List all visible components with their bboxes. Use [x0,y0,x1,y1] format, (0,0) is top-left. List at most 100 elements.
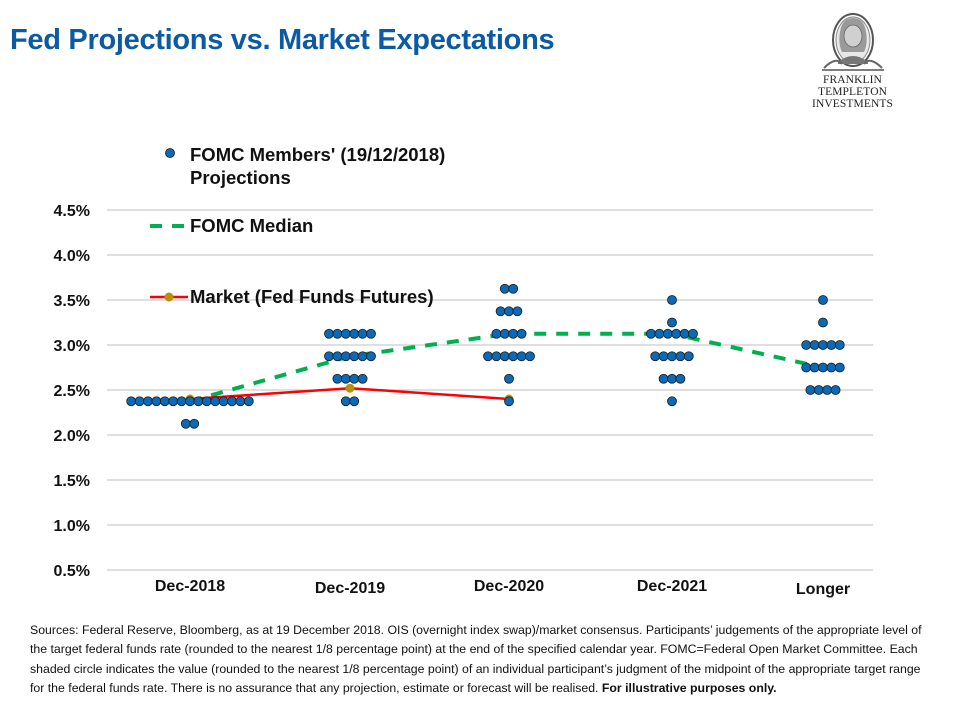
fomc-dot [193,396,204,407]
fomc-dot [809,362,820,373]
fomc-dot [688,328,698,339]
fomc-dot [818,362,828,373]
fomc-dot [143,396,153,407]
fomc-dot [662,328,673,339]
y-tick-label: 3.5% [54,293,90,310]
legend-fomc-dot-icon [165,148,175,158]
fomc-dot [658,373,669,384]
fomc-dot [650,351,661,362]
fomc-dot [491,328,502,339]
fomc-dot [499,328,510,339]
fomc-dot [499,283,510,294]
fomc-dot [176,396,187,407]
page-title: Fed Projections vs. Market Expectations [10,24,555,56]
fomc-dot [667,351,677,362]
fomc-dot [504,396,514,407]
legend-market-marker-icon [164,292,174,302]
fomc-dot [483,351,493,362]
fomc-dot [201,396,212,407]
median-series-line [189,331,824,404]
fomc-dot [349,328,360,339]
fomc-dot [499,351,510,362]
fomc-dot [504,373,514,384]
fomc-dot [801,340,812,350]
y-tick-label: 0.5% [54,563,90,580]
fomc-median-line [189,331,824,404]
fomc-dot [504,306,514,317]
logo-line-1: FRANKLIN TEMPLETON [817,74,888,98]
fomc-dot [805,385,816,395]
fomc-dot [235,396,246,407]
fomc-dot [340,373,351,384]
fomc-dot [491,351,502,362]
fomc-dot [332,373,343,384]
fomc-dot [366,351,376,362]
y-tick-label: 3.0% [54,338,90,355]
fomc-dot [818,340,828,350]
fomc-dots [126,283,845,429]
fomc-dot [332,328,343,339]
fomc-dot [508,328,519,339]
fomc-dot [357,373,368,384]
fomc-dot [349,396,360,407]
y-axis-labels: 0.5% 1.0% 1.5% 2.0% 2.5% 3.0% 3.5% 4.0% 4.5% [54,203,90,580]
fomc-dot [218,396,229,407]
fomc-dot [180,418,191,429]
fomc-dot [159,396,170,407]
fomc-dot [340,351,351,362]
fomc-dot [834,362,845,373]
fomc-dot [134,396,145,407]
fomc-dot [679,328,690,339]
x-tick-label: Dec-2019 [315,580,385,597]
market-point [345,383,355,393]
fomc-dot [818,317,828,328]
legend-fomc-members-line2: Projections [190,167,291,188]
legend: FOMC Members' (19/12/2018) Projections F… [150,144,445,307]
fomc-dot [210,396,221,407]
fomc-dot [151,396,162,407]
fomc-dot [508,351,519,362]
fomc-dot [675,351,686,362]
fomc-dot [126,396,137,407]
fomc-dot [324,351,334,362]
fomc-dot [830,385,841,395]
gridlines [107,209,873,571]
y-tick-label: 4.5% [54,203,90,220]
legend-market: Market (Fed Funds Futures) [190,286,434,307]
fomc-dot [512,306,523,317]
fomc-dot [516,328,527,339]
x-tick-label: Dec-2020 [474,578,544,595]
fomc-dot [809,340,820,350]
fomc-dot [366,328,376,339]
legend-fomc-median: FOMC Median [190,215,313,236]
fomc-dot [826,362,837,373]
y-tick-label: 2.0% [54,428,90,445]
fomc-dot [801,362,812,373]
x-tick-label: Longer [796,581,850,598]
fomc-dot [818,295,828,305]
fomc-dot [646,328,656,339]
fomc-dot [357,351,368,362]
fomc-dot [349,373,360,384]
footnote: Sources: Federal Reserve, Bloomberg, as … [30,621,935,699]
y-tick-label: 4.0% [54,248,90,265]
fomc-dot [495,306,506,317]
logo-line-2: INVESTMENTS [812,98,893,110]
fomc-dot [675,373,686,384]
dot-plot-chart: 0.5% 1.0% 1.5% 2.0% 2.5% 3.0% 3.5% 4.0% 4.5% Dec… [54,144,873,598]
fomc-dot [654,328,665,339]
fomc-dot [349,351,360,362]
fomc-dot [357,328,368,339]
fomc-dot [667,317,677,328]
y-tick-label: 1.5% [54,473,90,490]
x-axis-labels: Dec-2018 Dec-2019 Dec-2020 Dec-2021 Longer [155,578,850,598]
fomc-dot [525,351,535,362]
fomc-dot [340,396,351,407]
fomc-dot [683,351,694,362]
fomc-dot [667,295,677,305]
fomc-dot [168,396,179,407]
x-tick-label: Dec-2021 [637,578,707,595]
fomc-dot [227,396,237,407]
fomc-dot [658,351,669,362]
fomc-dot [508,283,519,294]
